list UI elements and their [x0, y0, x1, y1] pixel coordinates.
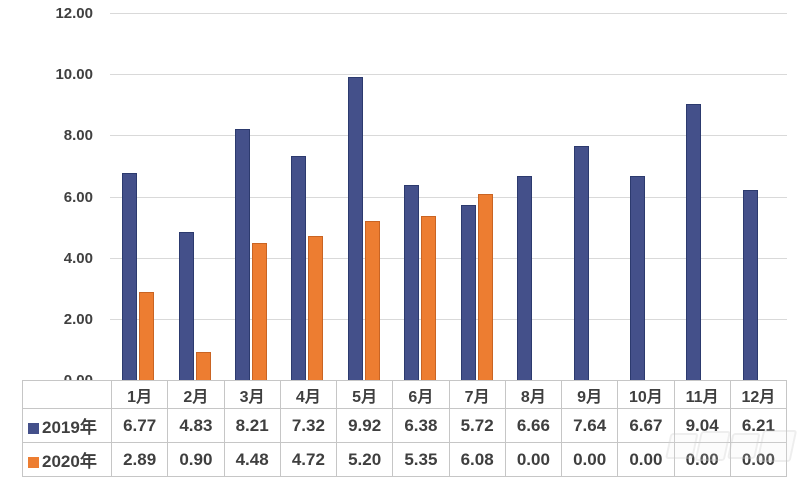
table-col-header: 4月 [279, 380, 338, 409]
data-table: 1月 2月 3月 4月 5月 6月 7月 8月 9月 10月 11月 12月 2019年 6.77 4.83… [22, 380, 788, 477]
y-axis-tick-label: 6.00 [63, 188, 93, 206]
table-value-cell: 0.00 [504, 442, 563, 477]
y-axis-tick-label: 2.00 [63, 310, 93, 328]
table-value-cell: 8.21 [223, 408, 281, 443]
legend-row-header: 2019年 [22, 408, 112, 443]
bars-layer [110, 13, 787, 380]
plot-area [110, 13, 787, 380]
bar-2019年-1月 [122, 172, 138, 380]
legend-swatch-icon [28, 457, 39, 468]
table-col-header: 8月 [504, 380, 563, 409]
table-col-header: 6月 [392, 380, 450, 409]
table-value-cell: 0.00 [617, 442, 675, 477]
bar-group-11月 [674, 13, 730, 380]
y-axis-tick-label: 12.00 [55, 5, 93, 22]
legend-row-header: 2020年 [22, 442, 112, 477]
table-col-header: 5月 [335, 380, 394, 409]
table-col-header: 1月 [110, 380, 169, 409]
gridline [110, 135, 787, 137]
table-value-cell: 9.04 [673, 408, 731, 443]
table-value-cell: 5.20 [335, 442, 394, 477]
legend-label: 2020年 [42, 452, 97, 471]
bar-group-2月 [166, 13, 222, 380]
bar-2020年-7月 [477, 194, 493, 380]
table-value-cell: 2.89 [110, 442, 169, 477]
table-value-cell: 6.77 [110, 408, 169, 443]
legend-label: 2019年 [42, 418, 97, 437]
bar-2019年-3月 [235, 128, 251, 380]
bar-2019年-11月 [686, 103, 702, 380]
table-col-header: 2月 [167, 380, 225, 409]
bar-2020年-4月 [308, 235, 324, 380]
table-value-cell: 4.83 [167, 408, 225, 443]
bar-group-1月 [110, 13, 166, 380]
table-value-cell: 5.72 [448, 408, 506, 443]
table-col-header: 10月 [617, 380, 675, 409]
table-row-2019年: 2019年 6.77 4.83 8.21 7.32 9.92 6.38 5.72 6.66 7.6… [22, 408, 788, 443]
bar-2019年-5月 [347, 76, 363, 380]
table-value-cell: 4.48 [223, 442, 281, 477]
table-value-cell: 7.64 [560, 408, 619, 443]
bar-2019年-8月 [517, 176, 533, 380]
table-value-cell: 4.72 [279, 442, 338, 477]
bar-2019年-10月 [630, 176, 645, 380]
gridline [110, 257, 787, 259]
bar-group-4月 [279, 13, 335, 380]
table-row-2020年: 2020年 2.89 0.90 4.48 4.72 5.20 5.35 6.08 0.00 0.0… [22, 442, 788, 477]
gridline [110, 13, 787, 14]
gridline [110, 318, 787, 320]
bar-group-9月 [561, 13, 617, 380]
table-value-cell: 6.67 [617, 408, 675, 443]
bar-2020年-5月 [364, 220, 380, 380]
table-value-cell: 5.35 [392, 442, 450, 477]
table-col-header: 9月 [560, 380, 619, 409]
table-col-header: 11月 [673, 380, 731, 409]
table-value-cell: 6.38 [392, 408, 450, 443]
bar-2019年-9月 [573, 146, 589, 380]
table-col-header: 3月 [223, 380, 281, 409]
table-value-cell: 6.21 [729, 408, 788, 443]
bar-group-7月 [449, 13, 505, 380]
y-axis-tick-label: 8.00 [63, 127, 93, 145]
table-col-header: 12月 [729, 380, 788, 409]
bar-2019年-2月 [178, 232, 194, 380]
bar-2020年-6月 [421, 216, 437, 380]
bar-group-8月 [505, 13, 561, 380]
bar-2019年-4月 [291, 156, 307, 380]
bar-2019年-6月 [404, 184, 420, 380]
table-value-cell: 0.00 [673, 442, 731, 477]
bar-2020年-3月 [252, 243, 268, 380]
table-value-cell: 0.90 [167, 442, 225, 477]
bar-2020年-2月 [195, 352, 211, 380]
table-header-row: 1月 2月 3月 4月 5月 6月 7月 8月 9月 10月 11月 12月 [22, 380, 788, 409]
table-value-cell: 6.66 [504, 408, 563, 443]
bar-group-10月 [618, 13, 674, 380]
bar-group-3月 [223, 13, 279, 380]
y-axis-tick-label: 4.00 [63, 249, 93, 267]
y-axis-tick-label: 10.00 [55, 66, 93, 84]
bar-group-5月 [336, 13, 392, 380]
table-value-cell: 7.32 [279, 408, 338, 443]
bar-group-12月 [731, 13, 787, 380]
bar-2019年-7月 [460, 205, 476, 380]
table-corner-cell [22, 380, 112, 409]
table-value-cell: 0.00 [729, 442, 788, 477]
table-value-cell: 6.08 [448, 442, 506, 477]
bar-group-6月 [392, 13, 448, 380]
table-value-cell: 0.00 [560, 442, 619, 477]
legend-swatch-icon [28, 423, 39, 434]
table-col-header: 7月 [448, 380, 506, 409]
bar-2019年-12月 [742, 190, 758, 380]
bar-2020年-1月 [139, 291, 155, 380]
gridline [110, 74, 787, 76]
table-value-cell: 9.92 [335, 408, 394, 443]
gridline [110, 196, 787, 198]
